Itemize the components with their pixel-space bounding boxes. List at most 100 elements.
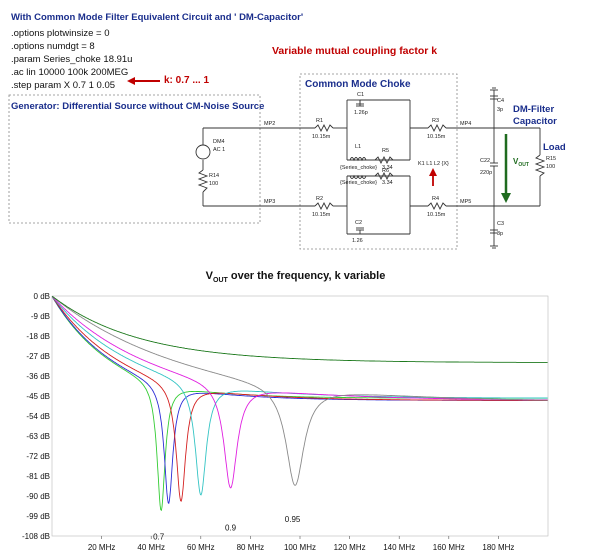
x-tick-label: 60 MHz bbox=[187, 543, 215, 552]
directive-numdgt: .options numdgt = 8 bbox=[11, 41, 95, 52]
common-mode-choke-label: Common Mode Choke bbox=[305, 79, 411, 90]
chart-annotations: 0.7 0.9 0.95 bbox=[153, 515, 301, 542]
net-mp4: MP4 bbox=[460, 121, 471, 127]
r14-value: 100 bbox=[209, 181, 218, 187]
r14-ref: R14 bbox=[209, 173, 219, 179]
ground-symbols bbox=[490, 87, 498, 249]
series-line-5 bbox=[51, 296, 548, 486]
net-mp5: MP5 bbox=[460, 199, 471, 205]
y-tick-label: -9 dB bbox=[31, 312, 50, 321]
l1-symbol bbox=[347, 157, 370, 162]
x-axis-ticks: 20 MHz 40 MHz 60 MHz 80 MHz 100 MHz 120 MHz 14… bbox=[88, 536, 514, 552]
c3-value: 3p bbox=[497, 231, 503, 237]
chart-grid bbox=[51, 295, 549, 537]
chart-title: VOUT over the frequency, k variable bbox=[205, 270, 386, 285]
series-line-0 bbox=[51, 296, 548, 512]
x-tick-label: 180 MHz bbox=[482, 543, 514, 552]
load-label: Load bbox=[543, 142, 566, 153]
l1-value: {Series_choke} bbox=[340, 165, 377, 171]
vout-arrow bbox=[501, 134, 511, 203]
r6-ref: R6 bbox=[382, 168, 389, 174]
r6-symbol bbox=[374, 171, 394, 181]
c22-value: 220p bbox=[480, 170, 492, 176]
r4-symbol bbox=[427, 201, 447, 211]
y-tick-label: -27 dB bbox=[26, 352, 50, 361]
r3-ref: R3 bbox=[432, 118, 439, 124]
r15-value: 100 bbox=[546, 164, 555, 170]
x-tick-label: 20 MHz bbox=[88, 543, 116, 552]
y-tick-label: -36 dB bbox=[26, 372, 50, 381]
c22-ref: C22 bbox=[480, 158, 490, 164]
r1-ref: R1 bbox=[316, 118, 323, 124]
chart-series bbox=[51, 295, 548, 512]
k-range-arrow bbox=[127, 77, 160, 85]
r4-value: 10.15m bbox=[427, 212, 446, 218]
circuit-title: With Common Mode Filter Equivalent Circu… bbox=[11, 12, 304, 23]
series-line-4 bbox=[51, 296, 548, 489]
x-tick-label: 160 MHz bbox=[433, 543, 465, 552]
r1-value: 10.15m bbox=[312, 134, 331, 140]
y-tick-label: -18 dB bbox=[26, 332, 50, 341]
c1-ref: C1 bbox=[357, 92, 364, 98]
r2-value: 10.15m bbox=[312, 212, 331, 218]
dm-source-symbol bbox=[195, 144, 211, 160]
series-line-2 bbox=[51, 296, 548, 502]
coupling-arrow bbox=[429, 168, 437, 186]
directive-ac: .ac lin 10000 100k 200MEG bbox=[11, 67, 129, 78]
series-line-3 bbox=[51, 296, 548, 496]
y-axis-ticks: 0 dB -9 dB -18 dB -27 dB -36 dB -45 dB -54 dB -… bbox=[22, 292, 50, 541]
x-tick-label: 40 MHz bbox=[137, 543, 165, 552]
c3-ref: C3 bbox=[497, 221, 504, 227]
r15-symbol bbox=[534, 154, 546, 177]
c4-ref: C4 bbox=[497, 98, 504, 104]
y-tick-label: -45 dB bbox=[26, 392, 50, 401]
source-ref: DM4 bbox=[213, 139, 225, 145]
series-line-6 bbox=[51, 295, 548, 363]
y-tick-label: -63 dB bbox=[26, 432, 50, 441]
c2-ref: C2 bbox=[355, 220, 362, 226]
r6-value: 3.34 bbox=[382, 180, 393, 186]
r2-symbol bbox=[314, 201, 334, 211]
c4-value: 3p bbox=[497, 107, 503, 113]
vout-label: VOUT bbox=[513, 157, 529, 168]
r14-symbol bbox=[197, 169, 209, 193]
k-value-annotation: 0.95 bbox=[285, 515, 301, 524]
k-value-annotation: 0.9 bbox=[225, 524, 237, 533]
directive-param: .param Series_choke 18.91u bbox=[11, 54, 133, 65]
r5-ref: R5 bbox=[382, 148, 389, 154]
directive-plotwinsize: .options plotwinsize = 0 bbox=[11, 28, 110, 39]
r15-ref: R15 bbox=[546, 156, 556, 162]
y-tick-label: 0 dB bbox=[34, 292, 50, 301]
x-tick-label: 100 MHz bbox=[284, 543, 316, 552]
generator-box bbox=[8, 94, 261, 224]
r3-symbol bbox=[427, 123, 447, 133]
k-range-label: k: 0.7 ... 1 bbox=[164, 75, 210, 86]
r3-value: 10.15m bbox=[427, 134, 446, 140]
r1-symbol bbox=[314, 123, 334, 133]
l1-ref: L1 bbox=[355, 144, 361, 150]
k-value-annotation: 0.7 bbox=[153, 533, 165, 542]
x-tick-label: 120 MHz bbox=[334, 543, 366, 552]
l2-symbol bbox=[347, 174, 370, 179]
r4-ref: R4 bbox=[432, 196, 439, 202]
source-value: AC 1 bbox=[213, 147, 225, 153]
y-tick-label: -99 dB bbox=[26, 512, 50, 521]
c1-value: 1.26p bbox=[354, 110, 368, 116]
coupling-directive: K1 L1 L2 {X} bbox=[418, 161, 449, 167]
y-tick-label: -72 dB bbox=[26, 452, 50, 461]
schematic: MP2 MP3 MP4 MP5 DM4 AC 1 R14 100 R1 10.1… bbox=[8, 73, 556, 250]
y-tick-label: -108 dB bbox=[22, 532, 50, 541]
generator-label: Generator: Differential Source without C… bbox=[11, 101, 265, 112]
r2-ref: R2 bbox=[316, 196, 323, 202]
dm-filter-label: DM-Filter Capacitor bbox=[513, 104, 557, 127]
directive-step: .step param X 0.7 1 0.05 bbox=[11, 80, 116, 91]
x-tick-label: 140 MHz bbox=[383, 543, 415, 552]
y-tick-label: -54 dB bbox=[26, 412, 50, 421]
r5-symbol bbox=[374, 155, 394, 165]
l2-value: {Series_choke} bbox=[340, 180, 377, 186]
net-mp3: MP3 bbox=[264, 199, 275, 205]
choke-box bbox=[299, 73, 458, 250]
y-tick-label: -90 dB bbox=[26, 492, 50, 501]
net-mp2: MP2 bbox=[264, 121, 275, 127]
